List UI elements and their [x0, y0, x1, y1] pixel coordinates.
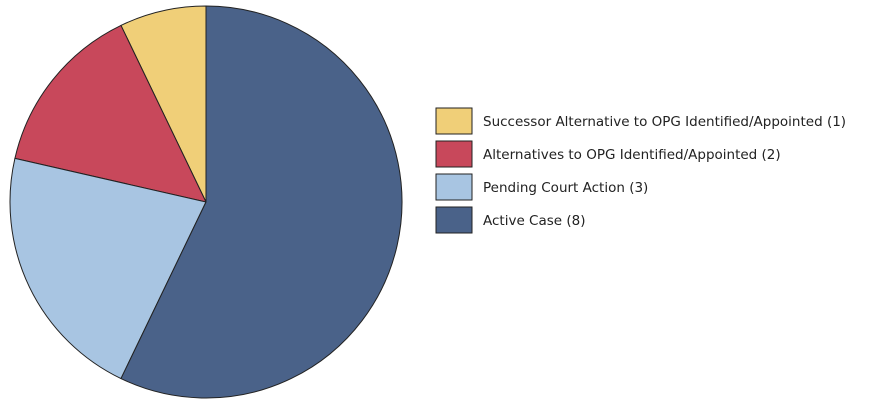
legend-label: Active Case (8): [483, 213, 586, 229]
pie-slice: [14, 24, 207, 203]
legend-label: Pending Court Action (3): [483, 180, 648, 196]
legend-swatch: [435, 140, 473, 168]
legend-swatch: [435, 173, 473, 201]
pie-slice: [9, 157, 207, 380]
pie-slice: [120, 5, 403, 399]
legend-swatch: [435, 107, 473, 135]
legend-label: Alternatives to OPG Identified/Appointed…: [483, 147, 781, 163]
legend-swatch: [435, 206, 473, 234]
legend-label: Successor Alternative to OPG Identified/…: [483, 114, 846, 130]
